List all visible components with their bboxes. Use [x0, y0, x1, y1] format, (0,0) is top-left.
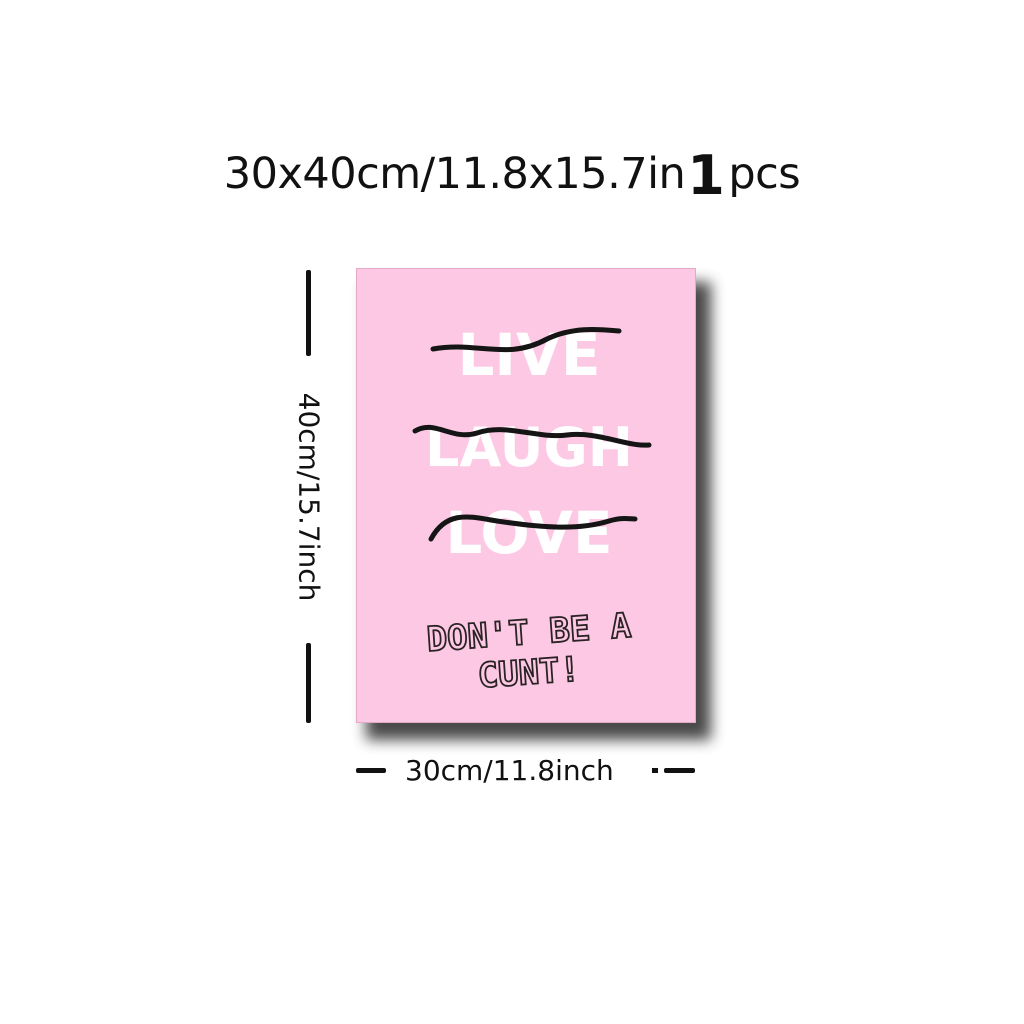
poster-artwork: LIVE LAUGH LOVE DON'T BE A CUNT! — [412, 321, 652, 697]
crossed-word-love: LOVE — [445, 499, 612, 567]
width-dimension-bar-right — [664, 768, 695, 773]
width-dimension-bar-left — [356, 768, 386, 773]
poster-print: LIVE LAUGH LOVE DON'T BE A CUNT! — [356, 268, 696, 723]
slogan-line-2: CUNT! — [476, 649, 581, 696]
slogan-line-1: DON'T BE A — [425, 606, 632, 660]
height-dimension-label: 40cm/15.7inch — [292, 392, 326, 602]
strike-line-live — [430, 327, 622, 353]
product-size-title: 30x40cm/11.8x15.7in1pcs — [0, 138, 1024, 207]
size-text: 30x40cm/11.8x15.7in — [223, 149, 686, 199]
height-dimension-bar-top — [306, 270, 311, 356]
strike-line-laugh — [412, 424, 652, 448]
quantity-unit: pcs — [728, 149, 801, 199]
width-dimension-dot — [652, 768, 658, 773]
width-dimension-label: 30cm/11.8inch — [405, 754, 614, 787]
quantity-number: 1 — [687, 144, 725, 207]
strike-line-love — [428, 514, 638, 542]
crossed-word-laugh: LAUGH — [425, 416, 633, 479]
height-dimension-bar-bottom — [306, 643, 311, 723]
